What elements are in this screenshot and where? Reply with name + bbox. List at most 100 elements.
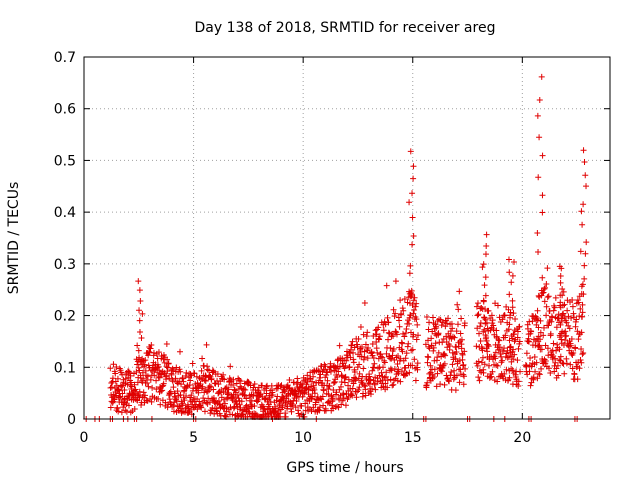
data-point (399, 348, 406, 355)
data-point (532, 368, 539, 375)
data-point (483, 334, 490, 341)
data-point (247, 382, 254, 389)
data-point (556, 263, 563, 270)
data-point (159, 383, 166, 390)
data-point (387, 376, 394, 383)
data-point (349, 385, 356, 392)
data-point (134, 342, 141, 349)
data-point (309, 378, 316, 385)
data-point (374, 349, 381, 356)
data-point (509, 272, 516, 279)
data-point (195, 389, 202, 396)
data-point (155, 349, 162, 356)
data-point (247, 394, 254, 401)
data-point (484, 341, 491, 348)
data-point (536, 342, 543, 349)
data-point (540, 332, 547, 339)
data-point (509, 304, 516, 311)
data-point (361, 382, 368, 389)
data-point (525, 338, 532, 345)
data-point (120, 404, 127, 411)
data-point (139, 310, 146, 317)
data-point (142, 392, 149, 399)
data-point (187, 377, 194, 384)
data-point (263, 390, 270, 397)
data-point (505, 326, 512, 333)
data-point (545, 322, 552, 329)
data-point (560, 288, 567, 295)
data-point (424, 379, 431, 386)
data-point (179, 374, 186, 381)
data-point (147, 345, 154, 352)
data-point (325, 391, 332, 398)
x-tick-label: 5 (189, 430, 198, 446)
data-point (580, 201, 587, 208)
data-point (503, 350, 510, 357)
data-point (569, 296, 576, 303)
data-point (201, 408, 208, 415)
data-point (333, 389, 340, 396)
data-point (193, 373, 200, 380)
data-point (176, 348, 183, 355)
data-point (582, 172, 589, 179)
data-point (499, 357, 506, 364)
data-point (231, 386, 238, 393)
data-point (506, 269, 513, 276)
data-point (364, 355, 371, 362)
data-point (545, 293, 552, 300)
data-point (492, 355, 499, 362)
data-point (432, 340, 439, 347)
data-point (394, 377, 401, 384)
data-point (475, 374, 482, 381)
data-point (437, 381, 444, 388)
chart-title: Day 138 of 2018, SRMTID for receiver are… (195, 20, 496, 36)
data-point (535, 370, 542, 377)
data-point (375, 365, 382, 372)
data-point (173, 364, 180, 371)
data-point (402, 355, 409, 362)
data-point (251, 402, 258, 409)
x-axis-label: GPS time / hours (286, 460, 403, 476)
data-point (209, 405, 216, 412)
data-point (155, 363, 162, 370)
data-point (556, 356, 563, 363)
data-point (383, 282, 390, 289)
data-point (526, 368, 533, 375)
data-point (336, 363, 343, 370)
data-point (578, 313, 585, 320)
data-point (245, 408, 252, 415)
data-point (426, 319, 433, 326)
data-point (320, 402, 327, 409)
data-point (564, 307, 571, 314)
data-point (316, 374, 323, 381)
data-point (210, 394, 217, 401)
data-point (149, 384, 156, 391)
data-point (405, 340, 412, 347)
data-point (460, 361, 467, 368)
data-point (381, 359, 388, 366)
data-point (459, 362, 466, 369)
data-point (411, 294, 418, 301)
data-point (255, 396, 262, 403)
data-point (484, 307, 491, 314)
data-point (155, 395, 162, 402)
data-point (544, 265, 551, 272)
data-point (414, 360, 421, 367)
data-point (497, 318, 504, 325)
data-point (170, 408, 177, 415)
data-point (458, 315, 465, 322)
data-point (401, 295, 408, 302)
data-point (480, 369, 487, 376)
data-point (164, 356, 171, 363)
data-point (349, 338, 356, 345)
data-point (319, 393, 326, 400)
data-point (474, 362, 481, 369)
data-point (407, 312, 414, 319)
data-point (153, 386, 160, 393)
data-point (573, 316, 580, 323)
data-point (269, 389, 276, 396)
data-point (426, 370, 433, 377)
data-point (109, 375, 116, 382)
data-point (227, 363, 234, 370)
